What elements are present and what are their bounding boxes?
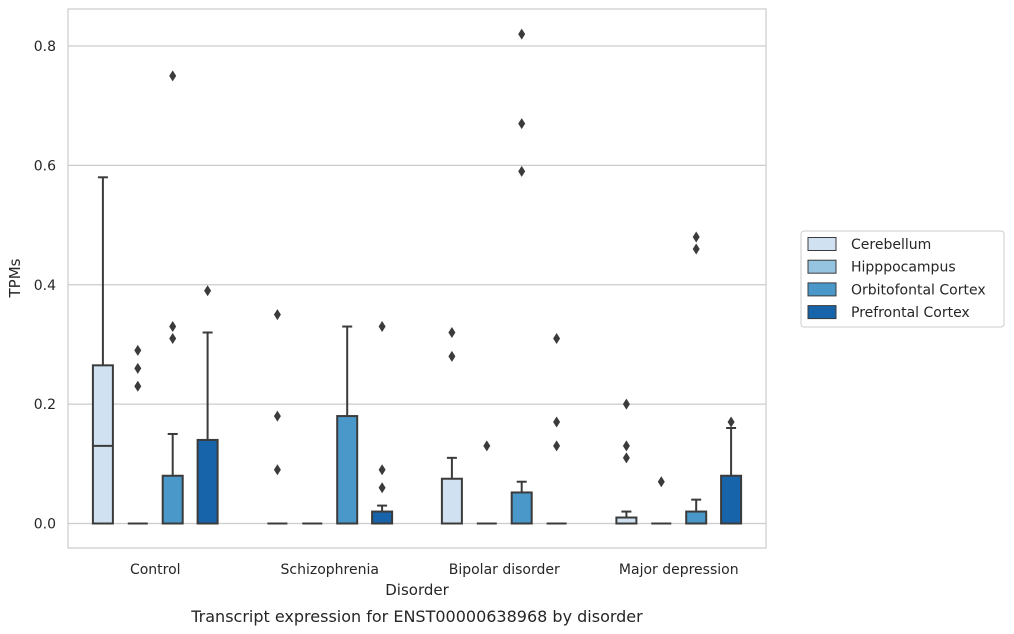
legend-swatch (807, 305, 837, 320)
legend-label: Orbitofontal Cortex (851, 282, 986, 298)
y-tick-label: 0.0 (34, 517, 56, 533)
box-cerebellum (440, 327, 463, 525)
outlier-point (273, 464, 281, 476)
legend-swatch (807, 259, 837, 274)
box-body (161, 474, 184, 525)
y-tick-label: 0.2 (34, 397, 56, 413)
legend-label: Hipppocampus (851, 260, 956, 276)
box-hipppocampus (651, 476, 672, 525)
box-orbitofontal-cortex (161, 70, 184, 525)
legend-swatch (807, 282, 837, 297)
x-tick-label: Major depression (619, 562, 739, 578)
outlier-point (657, 476, 665, 488)
box-body (336, 415, 359, 525)
outlier-point (134, 362, 142, 374)
outlier-point (169, 321, 177, 333)
outlier-point (273, 410, 281, 422)
outlier-point (378, 464, 386, 476)
outlier-point (204, 285, 212, 297)
box-body (196, 438, 219, 525)
box-orbitofontal-cortex (336, 325, 359, 525)
outlier-point (378, 321, 386, 333)
outlier-point (727, 416, 735, 428)
outlier-point (134, 344, 142, 356)
x-tick-label: Bipolar disorder (449, 562, 560, 578)
legend-frame (800, 230, 1005, 328)
box-cerebellum (267, 309, 288, 525)
legend-swatch (807, 237, 837, 251)
outlier-point (448, 327, 456, 338)
x-tick-label: Control (130, 562, 181, 578)
outlier-point (622, 452, 630, 464)
legend-label: Cerebellum (851, 237, 931, 253)
grid-lines (68, 45, 766, 525)
box-prefrontal-cortex (720, 416, 743, 525)
box-body (720, 474, 743, 525)
box-prefrontal-cortex (371, 321, 394, 525)
box-orbitofontal-cortex (685, 231, 708, 525)
box-body (371, 510, 394, 525)
outlier-point (134, 380, 142, 392)
box-cerebellum (615, 398, 638, 525)
outlier-point (622, 398, 630, 410)
box-body (685, 510, 708, 525)
outlier-point (518, 28, 526, 40)
x-tick-label: Schizophrenia (281, 562, 379, 578)
box-body (510, 491, 533, 525)
outlier-point (483, 440, 491, 452)
legend: Cerebellum Hipppocampus Orbitofontal Corte… (800, 230, 1005, 328)
y-tick-label: 0.6 (34, 158, 56, 174)
outlier-point (692, 243, 700, 255)
outlier-point (518, 118, 526, 130)
y-tick-label: 0.8 (34, 39, 56, 55)
box-cerebellum (91, 176, 114, 525)
box-body (440, 477, 463, 525)
plot-area (67, 8, 767, 549)
outlier-point (553, 440, 561, 452)
y-axis-label: TPMs (6, 258, 24, 298)
box-prefrontal-cortex (546, 332, 567, 525)
outlier-point (448, 350, 456, 362)
outlier-point (553, 416, 561, 428)
outlier-point (553, 332, 561, 344)
outlier-point (692, 231, 700, 243)
box-body (91, 364, 114, 525)
x-axis-label: Disorder (385, 581, 449, 599)
outlier-point (622, 440, 630, 452)
box-series (91, 28, 743, 525)
x-tick-labels: Control Schizophrenia Bipolar disorder Majo… (130, 562, 739, 578)
y-tick-labels: 0.0 0.2 0.4 0.6 0.8 (34, 39, 56, 533)
outlier-point (518, 165, 526, 177)
y-tick-label: 0.4 (34, 278, 56, 294)
box-prefrontal-cortex (196, 285, 219, 525)
legend-label: Prefrontal Cortex (851, 305, 970, 321)
outlier-point (169, 332, 177, 344)
chart-caption: Transcript expression for ENST0000063896… (190, 607, 643, 626)
box-hipppocampus (476, 440, 497, 525)
legend-items: Cerebellum Hipppocampus Orbitofontal Corte… (807, 237, 986, 321)
outlier-point (378, 482, 386, 494)
outlier-point (169, 70, 177, 82)
box-orbitofontal-cortex (510, 28, 533, 525)
box-hipppocampus (127, 344, 148, 525)
outlier-point (273, 309, 281, 321)
